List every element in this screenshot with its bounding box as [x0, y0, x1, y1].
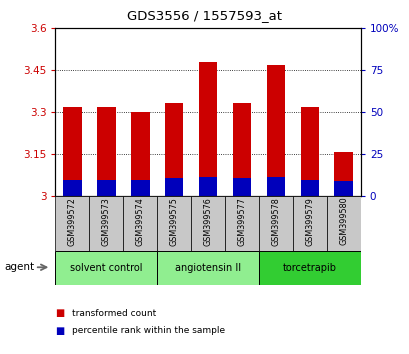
- Bar: [164, 103, 183, 196]
- Text: GSM399579: GSM399579: [305, 197, 314, 246]
- Text: GSM399577: GSM399577: [237, 197, 246, 246]
- Bar: [232, 178, 251, 196]
- Text: GSM399573: GSM399573: [101, 197, 110, 246]
- Bar: [198, 62, 217, 196]
- Bar: [232, 103, 251, 196]
- Bar: [191, 196, 225, 251]
- Text: GSM399580: GSM399580: [339, 197, 348, 245]
- Text: GSM399576: GSM399576: [203, 197, 212, 246]
- Bar: [63, 107, 81, 196]
- Bar: [97, 107, 115, 196]
- Bar: [89, 196, 123, 251]
- Bar: [334, 152, 352, 196]
- Bar: [123, 196, 157, 251]
- Bar: [300, 107, 319, 196]
- Bar: [300, 180, 319, 196]
- Text: GSM399572: GSM399572: [67, 197, 76, 246]
- Bar: [63, 180, 81, 196]
- Text: percentile rank within the sample: percentile rank within the sample: [72, 326, 224, 336]
- Bar: [198, 177, 217, 196]
- Bar: [157, 196, 191, 251]
- Bar: [55, 196, 89, 251]
- Bar: [157, 251, 258, 285]
- Text: agent: agent: [4, 262, 34, 272]
- Text: GSM399578: GSM399578: [271, 197, 280, 246]
- Bar: [258, 251, 360, 285]
- Bar: [225, 196, 258, 251]
- Text: ■: ■: [55, 308, 65, 318]
- Text: GSM399575: GSM399575: [169, 197, 178, 246]
- Text: torcetrapib: torcetrapib: [282, 263, 336, 273]
- Text: transformed count: transformed count: [72, 309, 155, 318]
- Bar: [334, 181, 352, 196]
- Bar: [97, 180, 115, 196]
- Text: ■: ■: [55, 326, 65, 336]
- Text: GSM399574: GSM399574: [135, 197, 144, 246]
- Bar: [266, 177, 285, 196]
- Bar: [164, 178, 183, 196]
- Bar: [326, 196, 360, 251]
- Text: solvent control: solvent control: [70, 263, 142, 273]
- Text: GDS3556 / 1557593_at: GDS3556 / 1557593_at: [127, 9, 282, 22]
- Bar: [266, 65, 285, 196]
- Bar: [130, 180, 149, 196]
- Bar: [130, 113, 149, 196]
- Bar: [292, 196, 326, 251]
- Text: angiotensin II: angiotensin II: [175, 263, 240, 273]
- Bar: [258, 196, 292, 251]
- Bar: [55, 251, 157, 285]
